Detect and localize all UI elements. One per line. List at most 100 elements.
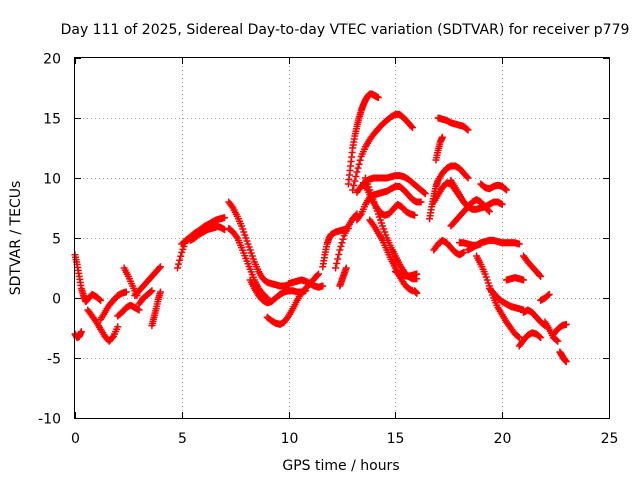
series-arc-47: [541, 318, 562, 345]
x-tick-label: 25: [601, 431, 619, 447]
data-point: [96, 296, 104, 303]
data-point: [156, 288, 164, 296]
series-arc-43: [520, 252, 545, 280]
data-point: [411, 211, 419, 219]
series-arc-27: [366, 216, 416, 295]
y-tick-label: -5: [47, 352, 61, 368]
data-point: [463, 173, 471, 181]
data-point: [177, 252, 185, 260]
series-arc-33: [434, 114, 472, 134]
series-arc-41: [485, 284, 528, 314]
data-point: [77, 328, 85, 336]
y-tick-label: -10: [38, 412, 61, 428]
series-arc-04: [97, 288, 130, 324]
x-tick-label: 5: [178, 431, 187, 447]
series-arc-22: [349, 110, 416, 194]
y-tick-label: 5: [52, 232, 61, 248]
series-arc-07: [131, 263, 164, 300]
series-arc-49: [556, 348, 570, 366]
data-point: [537, 334, 545, 342]
data-point: [353, 168, 361, 176]
series-arc-01: [71, 251, 105, 306]
x-tick-label: 0: [71, 431, 80, 447]
series-arc-45: [515, 329, 545, 350]
x-tick-label: 15: [387, 431, 405, 447]
x-axis-title: GPS time / hours: [282, 458, 399, 474]
data-point: [97, 296, 105, 304]
data-point: [337, 242, 345, 250]
data-point: [319, 282, 327, 290]
data-point: [484, 206, 492, 214]
data-point: [108, 334, 116, 342]
data-point: [356, 212, 364, 219]
series-arc-37: [477, 180, 510, 194]
data-point: [335, 251, 343, 258]
x-tick-label: 20: [494, 431, 512, 447]
data-points: [71, 90, 570, 366]
series-arc-28: [391, 268, 421, 280]
series-arc-02: [71, 328, 85, 342]
series-arc-21: [344, 90, 382, 188]
data-point: [464, 126, 472, 134]
data-point: [544, 291, 552, 299]
data-point: [332, 264, 340, 272]
grid-lines: [75, 58, 609, 418]
data-point: [356, 156, 364, 164]
data-point: [408, 124, 416, 132]
y-tick-label: 0: [52, 292, 61, 308]
series-arc-20: [336, 264, 350, 290]
data-point: [333, 260, 341, 267]
data-point: [374, 94, 382, 102]
data-point: [351, 177, 359, 185]
data-point: [463, 125, 471, 133]
plot-frame: [74, 57, 610, 419]
data-point: [501, 185, 509, 193]
data-point: [342, 264, 350, 272]
data-point: [176, 256, 184, 264]
y-tick-label: 15: [43, 112, 61, 128]
data-point: [155, 264, 163, 272]
data-point: [460, 248, 468, 256]
axis-ticks: [75, 58, 610, 419]
series-arc-32: [432, 133, 446, 164]
series-arc-24: [353, 182, 425, 224]
data-point: [554, 337, 562, 345]
data-point: [514, 333, 522, 341]
data-point: [122, 288, 130, 296]
series-arc-42: [502, 274, 528, 284]
series-arc-03: [84, 306, 122, 345]
series-arc-34: [430, 236, 468, 259]
series-arc-29: [411, 287, 421, 297]
data-point: [498, 200, 506, 208]
data-point: [350, 182, 358, 189]
data-point: [338, 239, 346, 247]
series-arc-14: [225, 224, 271, 302]
data-point: [336, 246, 344, 254]
data-point: [135, 306, 143, 314]
data-point: [413, 270, 421, 278]
data-point: [515, 240, 523, 248]
data-point: [485, 208, 493, 216]
data-point: [515, 334, 523, 342]
axis-tick-labels: 0 5 10 15 20 25 -10 -5 0 5 10 15 20: [38, 52, 618, 448]
series-arc-13: [225, 198, 293, 290]
data-point: [352, 173, 360, 180]
data-point: [148, 287, 156, 295]
data-point: [221, 214, 229, 222]
data-point: [147, 288, 155, 296]
data-point: [114, 323, 122, 331]
data-point: [536, 333, 544, 341]
series-arc-09: [148, 288, 164, 330]
data-point: [438, 133, 446, 141]
data-point: [313, 271, 321, 279]
data-point: [553, 336, 561, 344]
data-point: [417, 198, 425, 206]
data-point: [562, 358, 570, 366]
data-point: [413, 289, 421, 297]
data-point: [334, 255, 342, 263]
series-arc-36: [447, 196, 493, 230]
series-arc-48: [549, 320, 570, 338]
data-point: [355, 160, 363, 168]
y-tick-label: 10: [43, 172, 61, 188]
